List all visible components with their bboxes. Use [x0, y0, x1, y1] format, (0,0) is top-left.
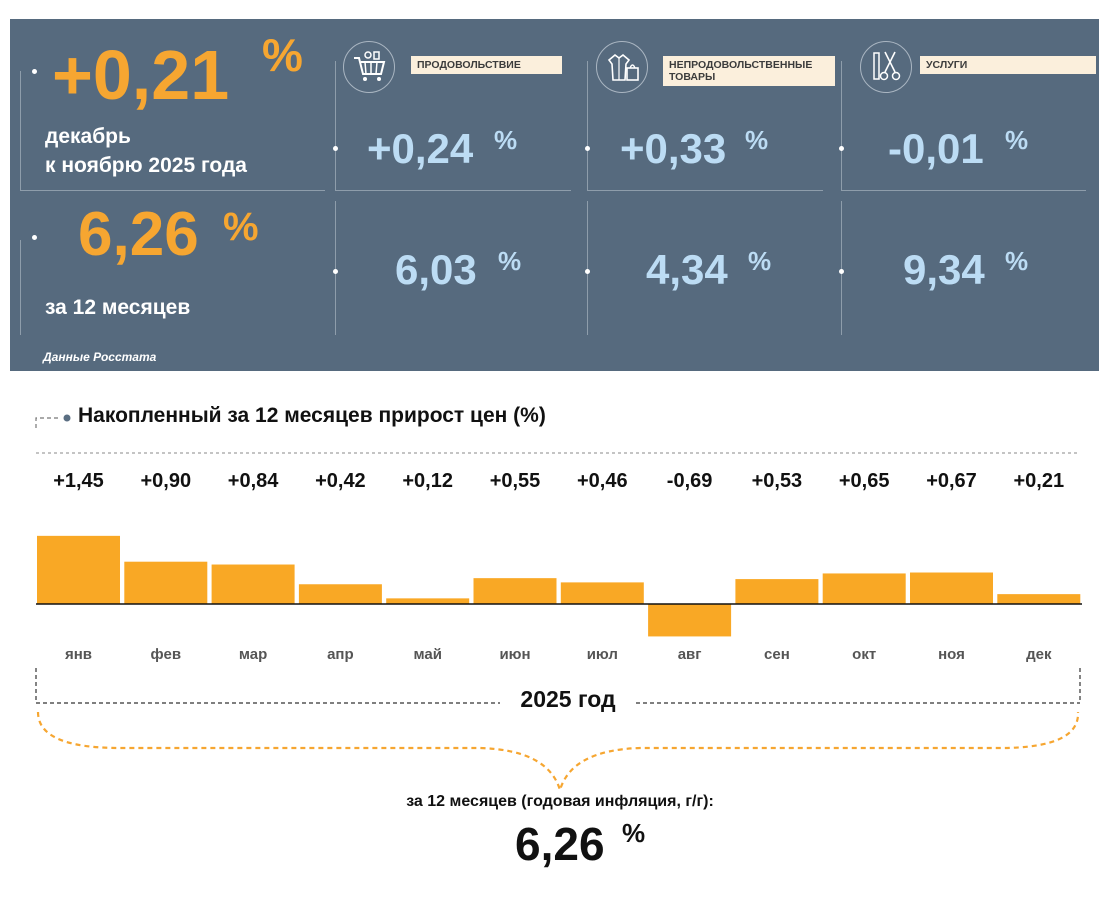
category-label: ПРОДОВОЛЬСТВИЕ [411, 56, 562, 74]
bar-дек [997, 594, 1081, 604]
divider [20, 71, 21, 190]
total-month-value: +0,21 [52, 36, 230, 114]
bullet-dot [32, 235, 37, 240]
month-label: июн [499, 646, 531, 663]
month-label: июл [586, 646, 618, 663]
nonfood-month-value: +0,33 [620, 125, 727, 172]
bar-апр [298, 584, 382, 604]
annual-inflation-caption: за 12 месяцев (годовая инфляция, г/г): [406, 793, 714, 810]
divider [335, 201, 336, 335]
summary-panel: +0,21 % декабрь к ноябрю 2025 года 6,26 … [10, 19, 1099, 371]
divider [20, 240, 21, 335]
nonfood-month-unit: % [745, 125, 769, 155]
total-month-unit: % [262, 29, 303, 81]
bullet-dot [839, 269, 844, 274]
category-label-text: УСЛУГИ [926, 59, 968, 71]
annual-inflation-value: 6,26 [515, 818, 605, 870]
value-label: +1,45 [53, 470, 104, 492]
services-year-value: 9,34 [903, 246, 985, 293]
category-icon-ring [860, 41, 912, 93]
scissors-comb-icon [873, 51, 901, 81]
source-note: Данные Росстата [43, 350, 157, 364]
total-month-caption: к ноябрю 2025 года [45, 154, 247, 177]
bar-янв [37, 535, 120, 604]
bar-июл [560, 582, 644, 604]
bar-фев [124, 561, 208, 604]
total-year-value: 6,26 [78, 200, 199, 269]
category-label-text: ТОВАРЫ [669, 71, 716, 83]
month-label: мар [238, 646, 268, 663]
bar-май [386, 598, 470, 604]
category-label-text: ПРОДОВОЛЬСТВИЕ [417, 59, 521, 71]
divider [335, 190, 571, 191]
divider [587, 61, 588, 190]
month-label: янв [64, 646, 93, 663]
nonfood-year-value: 4,34 [646, 246, 728, 293]
shopping-cart-icon [354, 51, 386, 81]
services-year-unit: % [1005, 246, 1029, 276]
services-month-unit: % [1005, 125, 1029, 155]
food-month-value: +0,24 [367, 125, 474, 172]
total-year-unit: % [223, 205, 259, 249]
bar-ноя [910, 572, 993, 604]
month-label: авг [677, 646, 702, 663]
value-label: +0,21 [1013, 470, 1065, 492]
divider [841, 190, 1086, 191]
value-label: +0,12 [402, 470, 453, 492]
value-label: +0,84 [227, 470, 279, 492]
food-year-value: 6,03 [395, 246, 477, 293]
nonfood-year-unit: % [748, 246, 772, 276]
category-icon-ring [596, 41, 648, 93]
value-label: +0,53 [751, 470, 803, 492]
food-year-unit: % [498, 246, 522, 276]
month-label: дек [1026, 646, 1052, 663]
divider [335, 61, 336, 190]
month-label: окт [852, 646, 877, 663]
bar-сен [735, 579, 819, 604]
category-label: НЕПРОДОВОЛЬСТВЕННЫЕ ТОВАРЫ [663, 56, 835, 86]
food-month-unit: % [494, 125, 518, 155]
clothes-bag-icon [607, 53, 639, 81]
bullet-dot [333, 269, 338, 274]
divider [841, 61, 842, 190]
value-label: +0,55 [489, 470, 541, 492]
value-label: +0,65 [838, 470, 890, 492]
category-icon-ring [343, 41, 395, 93]
month-label: фев [150, 646, 182, 663]
bar-мар [211, 564, 295, 604]
month-label: ноя [938, 646, 965, 663]
month-label: май [413, 646, 442, 663]
category-label-text: НЕПРОДОВОЛЬСТВЕННЫЕ [669, 59, 813, 71]
services-month-value: -0,01 [888, 125, 984, 172]
bar-окт [822, 573, 906, 604]
divider [20, 190, 325, 191]
bullet-dot [585, 269, 590, 274]
bullet-dot [333, 146, 338, 151]
divider [841, 201, 842, 335]
annual-inflation-unit: % [622, 818, 646, 848]
value-label: +0,67 [926, 470, 977, 492]
divider [587, 190, 823, 191]
divider [587, 201, 588, 335]
x-axis-title: 2025 год [520, 686, 616, 712]
value-label: +0,90 [140, 470, 192, 492]
bar-авг [648, 604, 732, 637]
value-label: +0,42 [315, 470, 366, 492]
month-label: апр [327, 646, 354, 663]
month-label: сен [764, 646, 790, 663]
category-label: УСЛУГИ [920, 56, 1096, 74]
bullet-dot [839, 146, 844, 151]
bullet-dot [32, 69, 37, 74]
bar-июн [473, 578, 557, 604]
bullet-dot [585, 146, 590, 151]
value-label: -0,69 [666, 470, 713, 492]
total-month-caption: декабрь [45, 125, 131, 148]
chart-title: Накопленный за 12 месяцев прирост цен (%… [78, 404, 546, 427]
total-year-caption: за 12 месяцев [45, 296, 191, 319]
value-label: +0,46 [576, 470, 628, 492]
